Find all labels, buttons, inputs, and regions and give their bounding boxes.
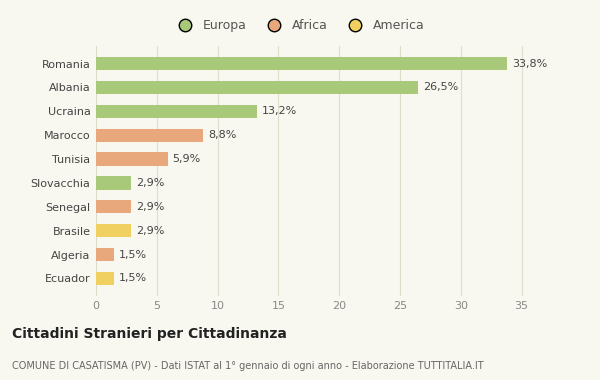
Text: 33,8%: 33,8% (512, 59, 547, 68)
Text: 2,9%: 2,9% (136, 202, 164, 212)
Legend: Europa, Africa, America: Europa, Africa, America (168, 14, 429, 37)
Bar (96, 272, 114, 285)
Text: COMUNE DI CASATISMA (PV) - Dati ISTAT al 1° gennaio di ogni anno - Elaborazione : COMUNE DI CASATISMA (PV) - Dati ISTAT al… (12, 361, 484, 370)
Bar (96, 105, 257, 118)
Text: Cittadini Stranieri per Cittadinanza: Cittadini Stranieri per Cittadinanza (12, 327, 287, 341)
Text: 1,5%: 1,5% (119, 274, 147, 283)
Bar (96, 128, 203, 142)
Text: 5,9%: 5,9% (173, 154, 201, 164)
Text: 13,2%: 13,2% (262, 106, 296, 116)
Text: 26,5%: 26,5% (423, 82, 458, 92)
Bar (96, 224, 131, 237)
Text: 1,5%: 1,5% (119, 250, 147, 260)
Bar (96, 248, 114, 261)
Bar (96, 81, 418, 94)
Text: 8,8%: 8,8% (208, 130, 236, 140)
Text: 2,9%: 2,9% (136, 178, 164, 188)
Bar (96, 200, 131, 214)
Bar (96, 57, 507, 70)
Text: 2,9%: 2,9% (136, 226, 164, 236)
Bar (96, 176, 131, 190)
Bar (96, 152, 168, 166)
